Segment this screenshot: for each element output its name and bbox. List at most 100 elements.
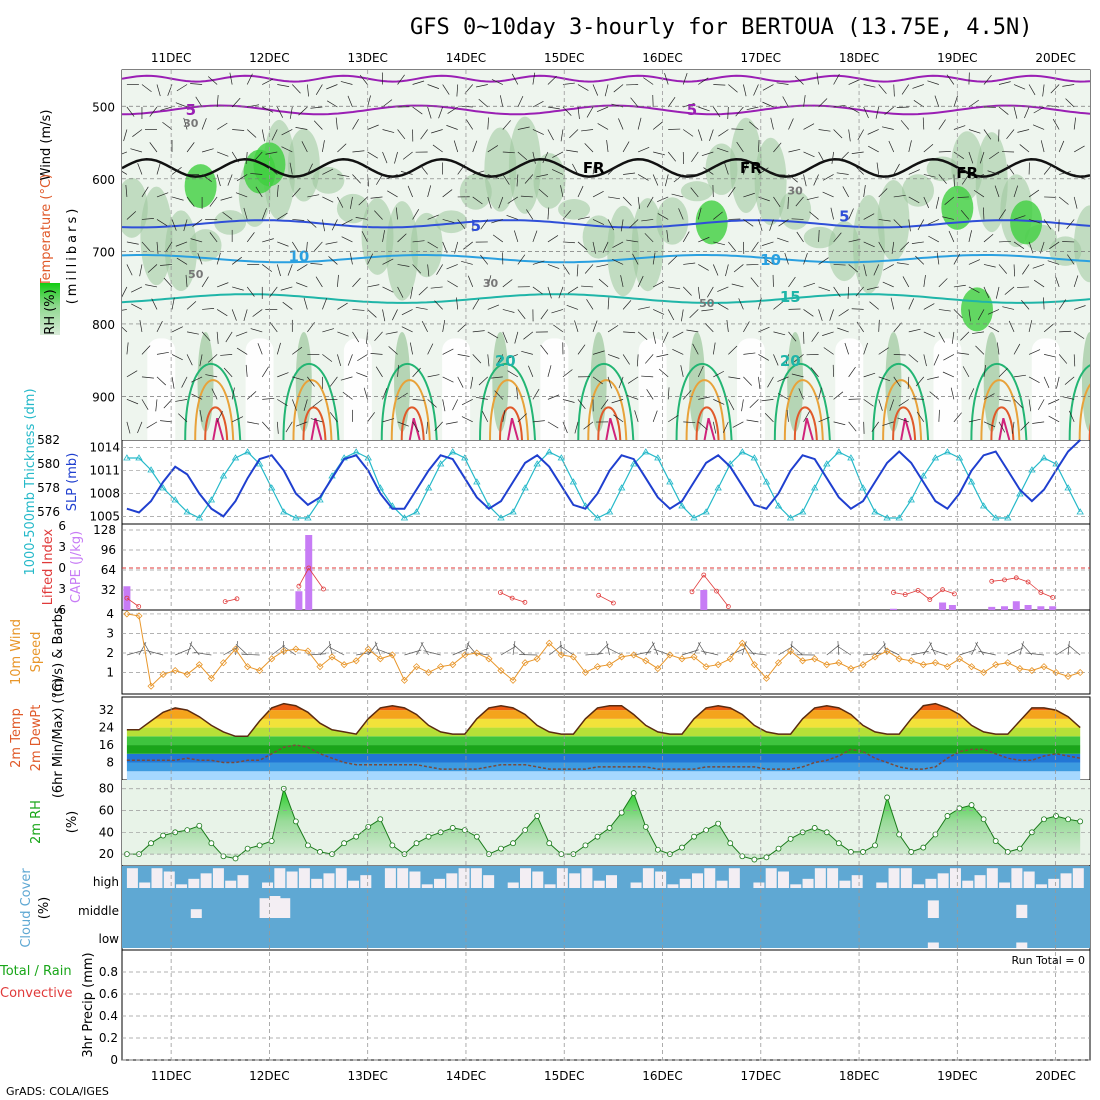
cloud-high-bar — [667, 884, 679, 888]
cloud-high-bar — [802, 878, 814, 888]
wind-barb — [186, 142, 195, 153]
cloud-high-bar — [298, 868, 310, 888]
wind-barb — [822, 191, 834, 198]
rh-point — [461, 827, 468, 834]
wind-barb — [953, 284, 966, 288]
wind-barb — [596, 264, 609, 268]
contour-temp-30 — [892, 406, 917, 440]
rh-point — [184, 827, 191, 834]
wind10-label-3: (m/s) & Barbs — [51, 607, 66, 697]
wind-barb — [480, 219, 489, 230]
wind-barb — [516, 387, 519, 400]
contour-temp-35 — [703, 417, 716, 440]
wind-barb — [869, 301, 879, 310]
wind-barb — [446, 125, 458, 130]
wind10-point — [388, 651, 396, 659]
wind-barb — [788, 276, 796, 288]
wind-barb — [908, 196, 920, 204]
thickness-point — [943, 448, 952, 455]
slp-line — [126, 439, 1081, 518]
thickness-point — [123, 454, 131, 461]
wind-barb — [613, 414, 624, 423]
wind-barb — [998, 209, 1006, 220]
wind10-point — [509, 676, 517, 684]
contour-temp-15 — [122, 293, 1090, 304]
wind-barb — [728, 376, 741, 380]
wind-barb — [257, 343, 263, 355]
wind-barb — [1022, 264, 1030, 275]
wind-barb — [713, 370, 725, 378]
wind-barb — [794, 75, 804, 85]
wind-barb — [517, 413, 527, 423]
wind-barb — [584, 143, 594, 153]
wind-barb — [818, 387, 822, 400]
wind-barb — [692, 343, 699, 355]
wind-barb — [391, 309, 398, 321]
wind10-point — [400, 676, 409, 684]
precip-label-2: Convective — [0, 986, 73, 1001]
wind-barb — [315, 276, 323, 288]
li-segment — [716, 590, 729, 607]
wind-barb — [442, 399, 446, 412]
thickness-point — [979, 502, 988, 509]
rh-point — [1016, 845, 1023, 852]
wind-barb — [791, 218, 804, 220]
wind-barb — [265, 151, 278, 155]
rh-point — [860, 849, 866, 855]
rh-point — [498, 845, 504, 852]
wind-barb — [592, 219, 605, 225]
rh-point — [679, 844, 685, 851]
contour-label: 10 — [288, 247, 309, 265]
wind-barb — [626, 239, 639, 243]
thickness-point — [690, 514, 698, 521]
wind-barb — [532, 260, 545, 265]
day-gridlines — [170, 70, 1057, 1060]
wind-barb — [231, 97, 241, 108]
wind-barb — [436, 264, 443, 275]
wind-barb — [998, 240, 1012, 243]
wind-barb — [520, 195, 533, 198]
wind-barb — [666, 229, 669, 242]
wind10-barb — [235, 641, 239, 656]
rh-point — [1053, 813, 1059, 819]
wind-barb — [908, 354, 919, 363]
wind-barb — [285, 421, 293, 433]
wind10-point — [1040, 663, 1048, 671]
wind-barb — [1040, 140, 1045, 153]
wind-barb — [686, 329, 699, 333]
wind-barb — [470, 376, 474, 389]
li-point — [927, 597, 933, 602]
wind-barb — [376, 174, 383, 185]
wind-barb — [1073, 117, 1076, 130]
thickness-point — [593, 514, 602, 521]
cloud-high-bar — [814, 868, 826, 888]
thickness-point — [1004, 514, 1012, 521]
wind-barb — [337, 331, 349, 337]
wind-barb — [145, 284, 158, 288]
wind-barb — [235, 192, 248, 198]
dry-column — [638, 338, 667, 440]
cloud-high-bar — [151, 868, 163, 888]
wind-barb — [782, 96, 789, 108]
li-segment — [942, 589, 955, 595]
day-label-top: 13DEC — [347, 51, 387, 65]
wind-barb — [201, 174, 212, 182]
wind10-barb — [452, 647, 469, 656]
rh-point — [630, 790, 637, 796]
thickness-label: 1000-500mb Thickness (dm) — [23, 388, 38, 575]
wind-barb — [577, 185, 584, 198]
temp2m-label-1: 2m Temp — [9, 708, 24, 768]
wind-barb — [427, 374, 440, 378]
wind-barb — [784, 252, 789, 265]
thickness-point — [1064, 484, 1072, 491]
rh-point — [835, 840, 842, 847]
wind-barb — [352, 309, 365, 311]
wind-barb — [953, 125, 966, 130]
wind-barb — [915, 255, 925, 265]
wind-barb — [337, 302, 348, 310]
wind-barb — [960, 331, 970, 341]
wind10-point — [437, 663, 445, 671]
wind-barb — [385, 331, 398, 335]
wind-barb — [743, 219, 754, 227]
cloud-low-bar — [927, 942, 939, 948]
